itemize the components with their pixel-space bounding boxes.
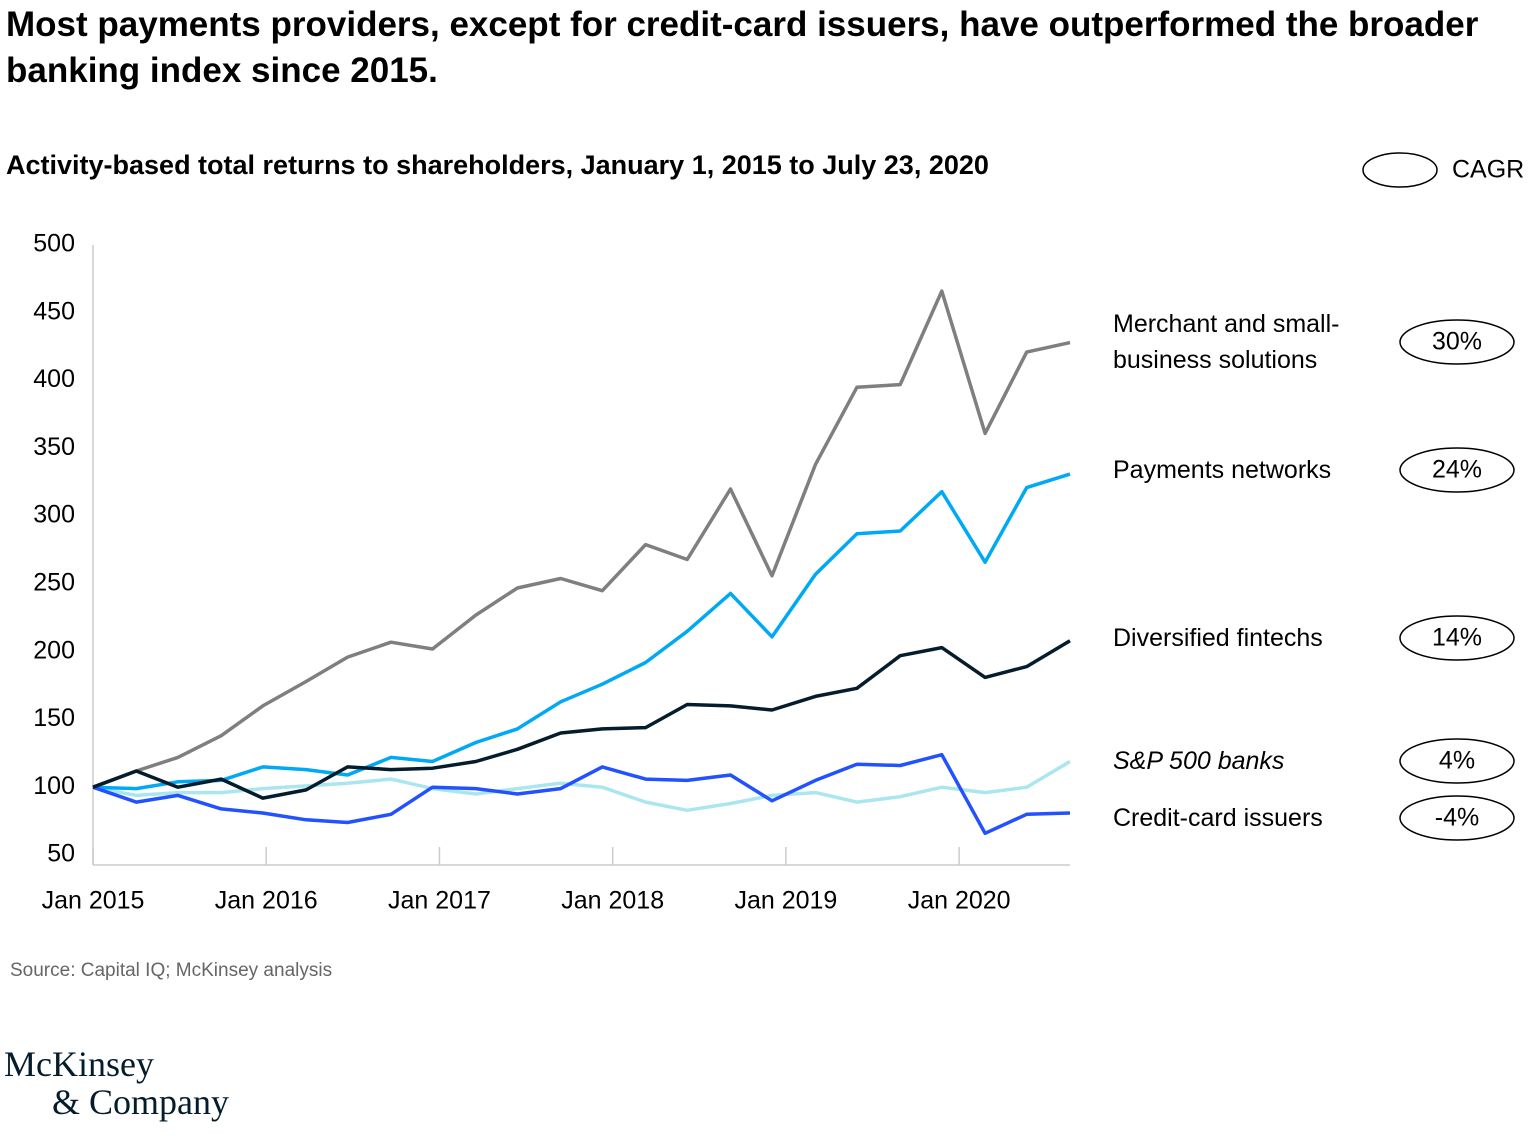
y-tick-label: 200 <box>33 636 75 664</box>
x-tick-label: Jan 2020 <box>908 887 1011 915</box>
x-tick-label: Jan 2019 <box>734 887 837 915</box>
y-tick-label: 250 <box>33 568 75 596</box>
y-tick-label: 500 <box>33 230 75 258</box>
series-line <box>92 752 1071 836</box>
y-tick-label: 350 <box>33 433 75 461</box>
cagr-oval <box>1399 615 1515 661</box>
cagr-oval <box>1399 319 1515 365</box>
series-label: Merchant and small-business solutions <box>1113 310 1340 374</box>
series-line <box>92 289 1071 789</box>
cagr-oval <box>1399 795 1515 841</box>
x-tick-label: Jan 2018 <box>561 887 664 915</box>
chart-title: Most payments providers, except for cred… <box>6 5 1479 90</box>
logo-line: & Company <box>52 1082 229 1122</box>
series-line <box>92 472 1071 791</box>
y-tick-label: 400 <box>33 365 75 393</box>
source-note: Source: Capital IQ; McKinsey analysis <box>10 960 333 981</box>
logo-line: McKinsey <box>4 1044 154 1084</box>
y-tick-label: 450 <box>33 297 75 325</box>
x-tick-label: Jan 2017 <box>388 887 491 915</box>
cagr-label: 24% <box>1432 456 1482 484</box>
logo: McKinsey & Company <box>4 1045 229 1121</box>
cagr-oval <box>1399 447 1515 493</box>
y-tick-label: 50 <box>47 840 75 868</box>
series-label: Payments networks <box>1113 456 1332 484</box>
cagr-label: 30% <box>1432 328 1482 356</box>
cagr-label: -4% <box>1435 804 1479 832</box>
y-tick-label: 150 <box>33 704 75 732</box>
series-label: S&P 500 banks <box>1113 747 1285 775</box>
cagr-label: 14% <box>1432 624 1482 652</box>
series-label: Diversified fintechs <box>1113 624 1323 652</box>
cagr-oval <box>1399 738 1515 784</box>
x-tick-label: Jan 2015 <box>42 887 145 915</box>
legend-title: CAGR <box>1452 156 1524 184</box>
y-tick-label: 100 <box>33 772 75 800</box>
y-tick-label: 300 <box>33 501 75 529</box>
chart-subtitle: Activity-based total returns to sharehol… <box>6 150 989 180</box>
series-line <box>92 639 1071 800</box>
cagr-label: 4% <box>1439 747 1475 775</box>
series-line <box>92 759 1071 813</box>
x-tick-label: Jan 2016 <box>215 887 318 915</box>
series-label: Credit-card issuers <box>1113 804 1323 832</box>
legend-oval <box>1362 152 1438 188</box>
